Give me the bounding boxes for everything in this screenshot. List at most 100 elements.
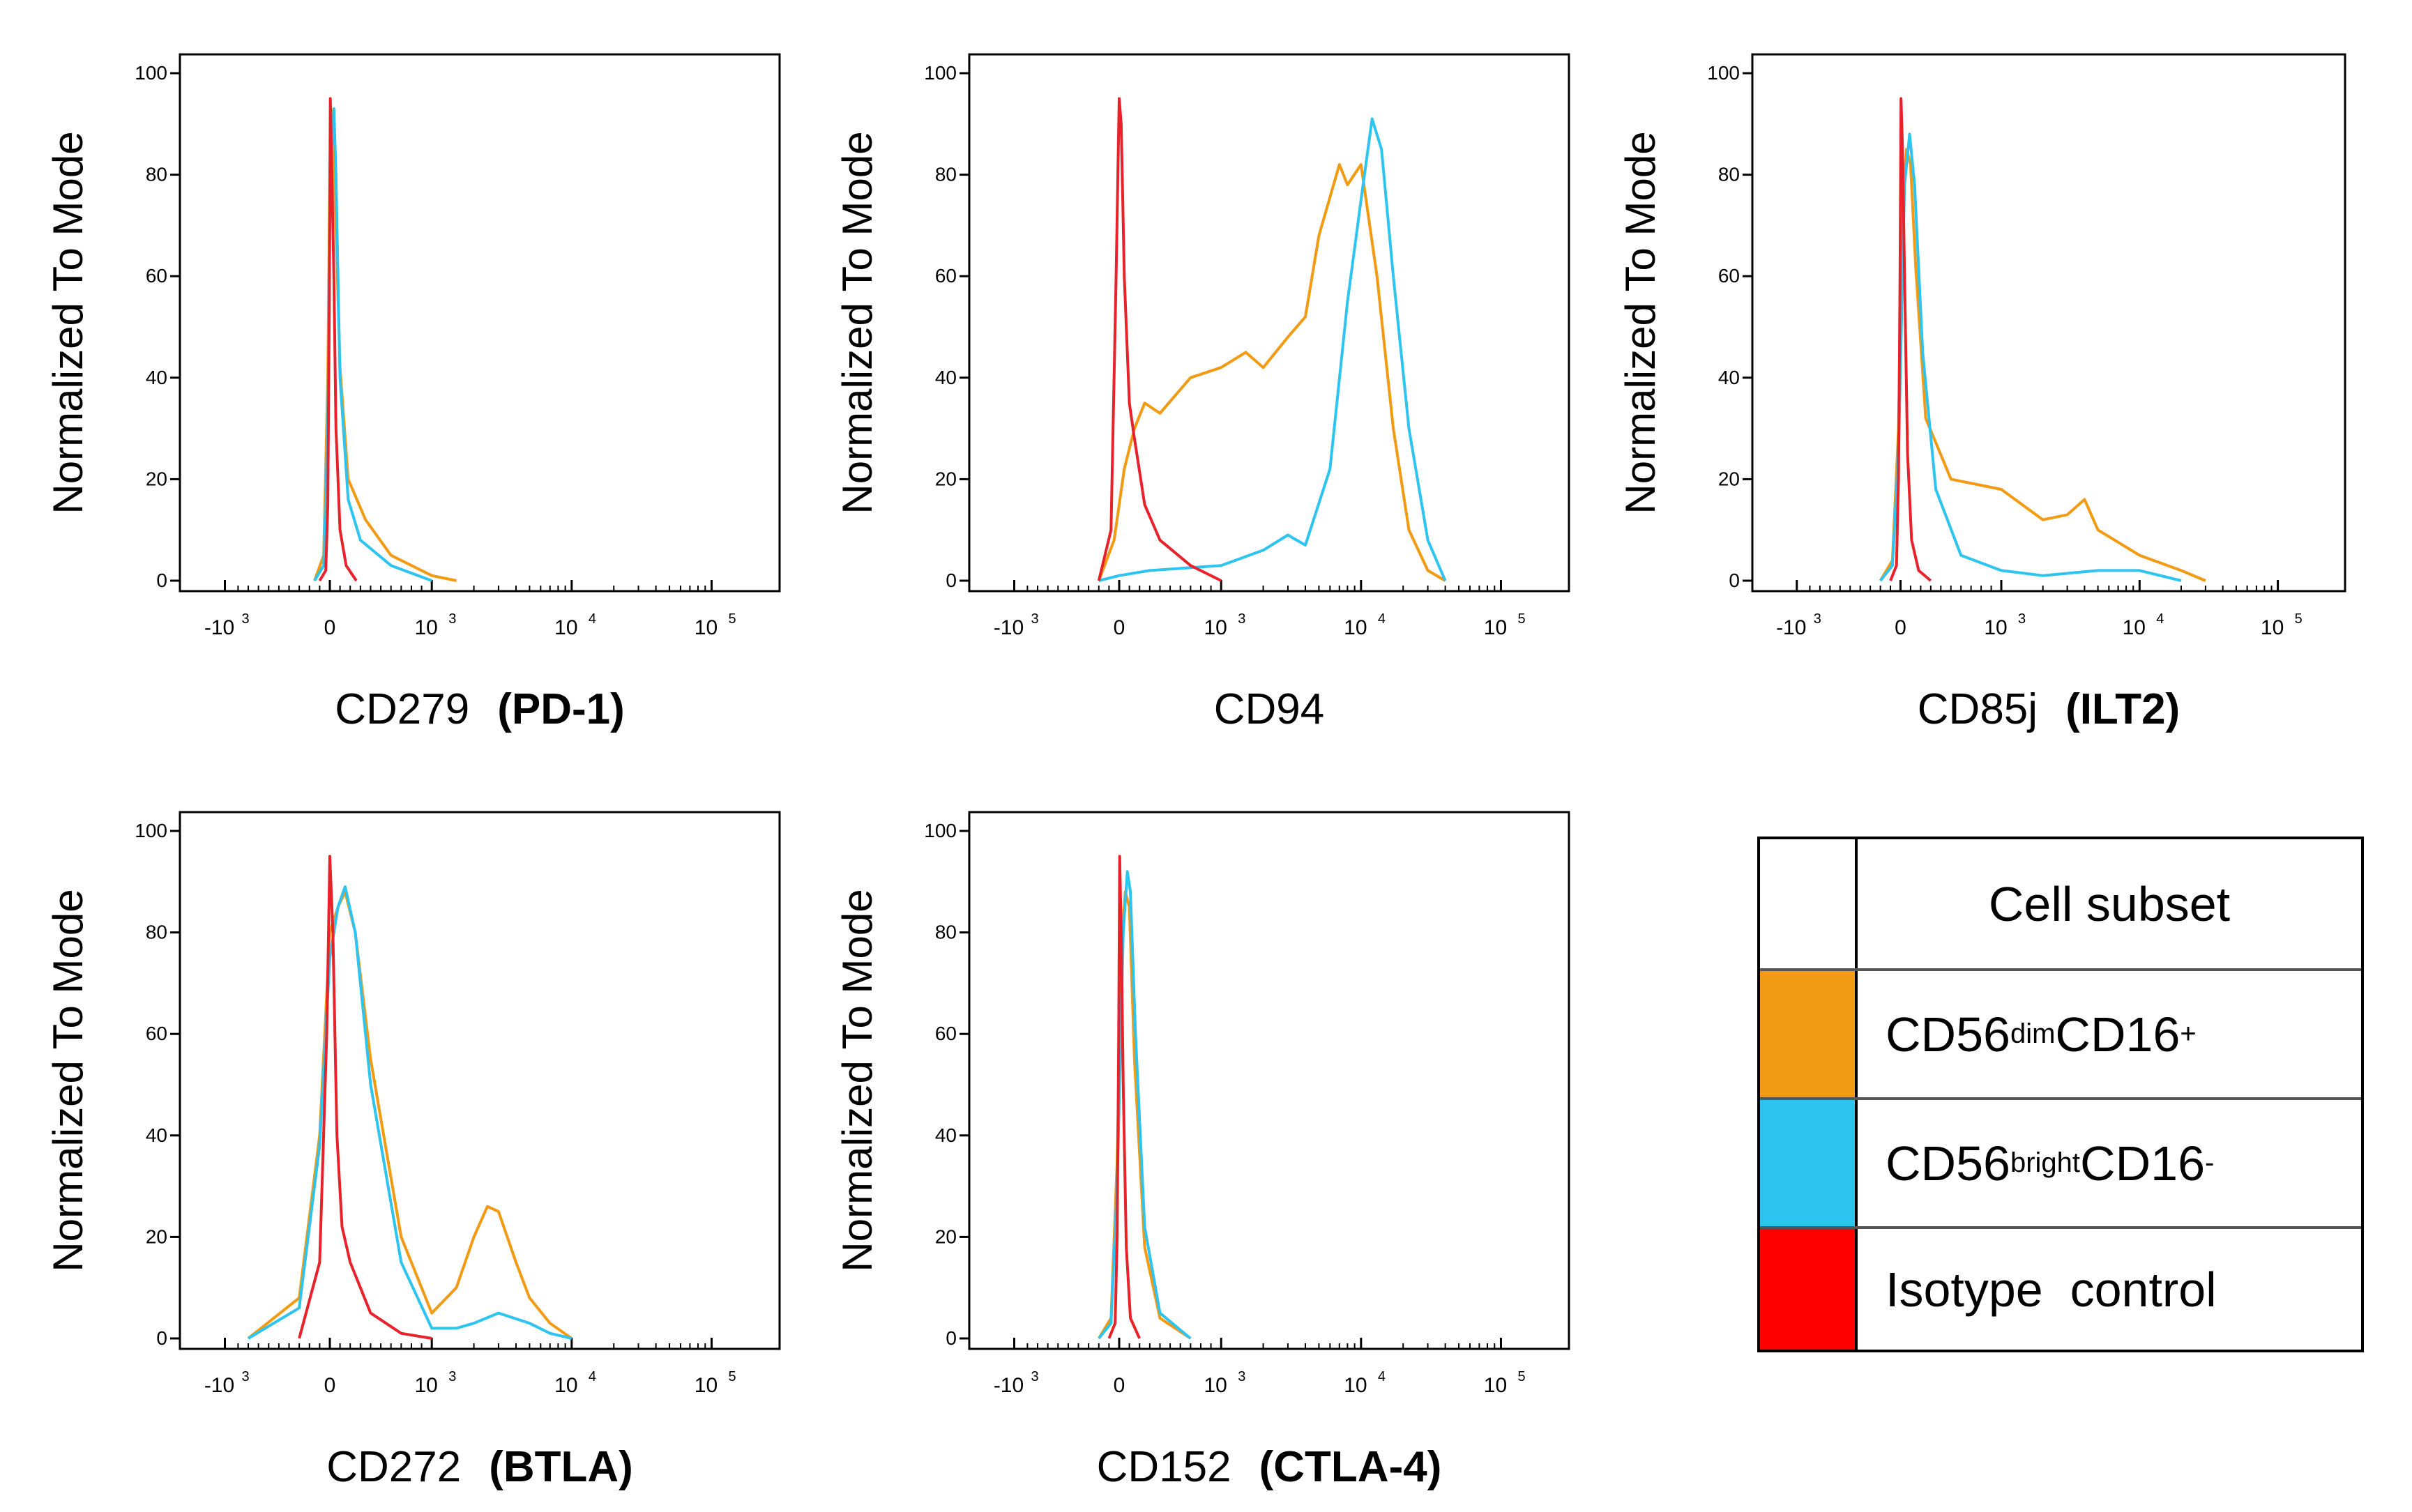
x-tick-label: 10 — [415, 616, 438, 639]
legend-row-iso: Isotype control — [1760, 1226, 2361, 1350]
x-tick-label: 10 — [1344, 1374, 1367, 1397]
y-tick-label: 60 — [1718, 265, 1740, 287]
x-tick-label: 0 — [1114, 1374, 1125, 1397]
panel-title: CD85j (ILT2) — [1918, 685, 2180, 733]
x-tick-label: 10 — [1484, 1374, 1507, 1397]
x-tick-exponent: 3 — [1031, 611, 1039, 627]
legend-table: Cell subset CD56 dim CD16 + CD56 bright CD16-… — [1757, 837, 2364, 1352]
y-tick-label: 60 — [935, 265, 957, 287]
y-tick-label: 100 — [924, 62, 957, 84]
series-iso-line — [298, 855, 432, 1340]
y-tick-label: 80 — [146, 922, 167, 943]
x-tick-label: -10 — [204, 616, 234, 639]
panel-ilt2: 0 20 40 60 80 100 Normalized To Mode -10 3 0 10 3 10… — [1617, 53, 2346, 733]
plot-frame — [1751, 53, 2346, 593]
x-tick-exponent: 5 — [2295, 611, 2303, 627]
series-iso-line — [1107, 855, 1141, 1339]
series-iso-line — [1889, 97, 1932, 582]
y-tick-label: 0 — [946, 1327, 957, 1349]
panel-title-alias: (BTLA) — [489, 1443, 633, 1491]
legend-swatch-dim — [1760, 971, 1858, 1097]
x-tick-label: 0 — [1895, 616, 1906, 639]
x-tick-exponent: 3 — [1031, 1369, 1039, 1384]
y-tick-label: 60 — [146, 1023, 167, 1044]
plot-frame — [179, 53, 781, 593]
y-tick-label: 0 — [1729, 570, 1740, 591]
x-tick-label: 10 — [415, 1374, 438, 1397]
y-tick-label: 80 — [935, 164, 957, 185]
x-tick-label: 10 — [1204, 1374, 1227, 1397]
panel-cd94: 0 20 40 60 80 100 Normalized To Mode -10 3 0 10 3 10… — [834, 53, 1570, 733]
legend-label-iso: Isotype control — [1886, 1262, 2217, 1317]
x-tick-label: 10 — [1204, 616, 1227, 639]
x-tick-label: 10 — [554, 1374, 577, 1397]
y-axis-label: Normalized To Mode — [1617, 131, 1664, 514]
x-tick-exponent: 3 — [448, 611, 456, 627]
x-tick-exponent: 5 — [728, 1369, 736, 1384]
x-tick-exponent: 3 — [1238, 1369, 1245, 1384]
y-tick-label: 20 — [935, 468, 957, 489]
y-tick-label: 100 — [135, 820, 167, 841]
legend-label-dim: CD56 dim CD16 + — [1886, 971, 2197, 1097]
x-tick-exponent: 5 — [1517, 611, 1525, 627]
legend-bright-base1: CD56 — [1886, 1136, 2010, 1191]
legend-dim-sup1: dim — [2010, 1018, 2056, 1049]
legend-dim-base2: CD16 — [2055, 1007, 2180, 1062]
x-tick-exponent: 3 — [242, 1369, 250, 1384]
x-tick-label: 0 — [324, 1374, 336, 1397]
series-bright-line — [1098, 870, 1192, 1340]
legend-header-row: Cell subset — [1760, 839, 2361, 968]
y-axis-label: Normalized To Mode — [45, 889, 91, 1272]
panel-title: CD94 — [1214, 685, 1325, 733]
plot-frame — [968, 53, 1570, 593]
x-tick-exponent: 4 — [1378, 1369, 1386, 1384]
legend-dim-base1: CD56 — [1886, 1007, 2010, 1062]
panel-pd1: 0 20 40 60 80 100 Normalized To Mode -10 3 0 10 3 10… — [45, 53, 781, 733]
y-tick-label: 0 — [156, 570, 167, 591]
x-tick-exponent: 3 — [1238, 611, 1245, 627]
x-tick-exponent: 5 — [728, 611, 736, 627]
panel-btla: 0 20 40 60 80 100 Normalized To Mode -10 3 0 10 3 10… — [45, 811, 781, 1491]
y-axis-label: Normalized To Mode — [45, 131, 91, 514]
panel-title-marker: CD279 — [335, 685, 469, 733]
plot-frame — [968, 811, 1570, 1350]
series-dim-line — [1097, 163, 1446, 582]
plot-frame — [179, 811, 781, 1350]
y-tick-label: 60 — [935, 1023, 957, 1044]
y-tick-label: 40 — [935, 367, 957, 388]
panel-title: CD152 (CTLA-4) — [1097, 1443, 1442, 1491]
y-tick-label: 20 — [146, 468, 167, 489]
x-tick-exponent: 4 — [2156, 611, 2164, 627]
panel-ctla4: 0 20 40 60 80 100 Normalized To Mode -10 3 0 10 3 10… — [834, 811, 1570, 1491]
x-tick-label: -10 — [994, 616, 1024, 639]
legend-dim-sup2: + — [2180, 1018, 2197, 1049]
x-tick-exponent: 4 — [589, 1369, 596, 1384]
y-tick-label: 20 — [146, 1225, 167, 1247]
x-tick-exponent: 5 — [1517, 1369, 1525, 1384]
x-tick-exponent: 4 — [1378, 611, 1386, 627]
legend-row-bright: CD56 bright CD16- — [1760, 1097, 2361, 1226]
x-tick-label: 10 — [695, 616, 718, 639]
x-tick-exponent: 3 — [242, 611, 250, 627]
series-iso-line — [1097, 97, 1222, 582]
legend-row-dim: CD56 dim CD16 + — [1760, 968, 2361, 1097]
legend-bright-sup1: bright — [2010, 1147, 2081, 1178]
legend-label-bright: CD56 bright CD16- — [1886, 1100, 2214, 1226]
y-tick-label: 100 — [135, 62, 167, 84]
y-tick-label: 60 — [146, 265, 167, 287]
y-tick-label: 80 — [935, 922, 957, 943]
panel-title-alias: (PD-1) — [497, 685, 625, 733]
x-tick-label: 0 — [324, 616, 336, 639]
panel-title-marker: CD85j — [1918, 685, 2038, 733]
x-tick-label: 10 — [1484, 616, 1507, 639]
y-tick-label: 20 — [935, 1225, 957, 1247]
legend-header: Cell subset — [1988, 876, 2231, 931]
panel-title-marker: CD152 — [1097, 1443, 1231, 1491]
series-bright-line — [1098, 117, 1447, 582]
y-tick-label: 80 — [146, 164, 167, 185]
y-tick-label: 100 — [924, 820, 957, 841]
x-tick-label: 10 — [2123, 616, 2146, 639]
x-tick-exponent: 4 — [589, 611, 596, 627]
x-tick-label: 10 — [695, 1374, 718, 1397]
